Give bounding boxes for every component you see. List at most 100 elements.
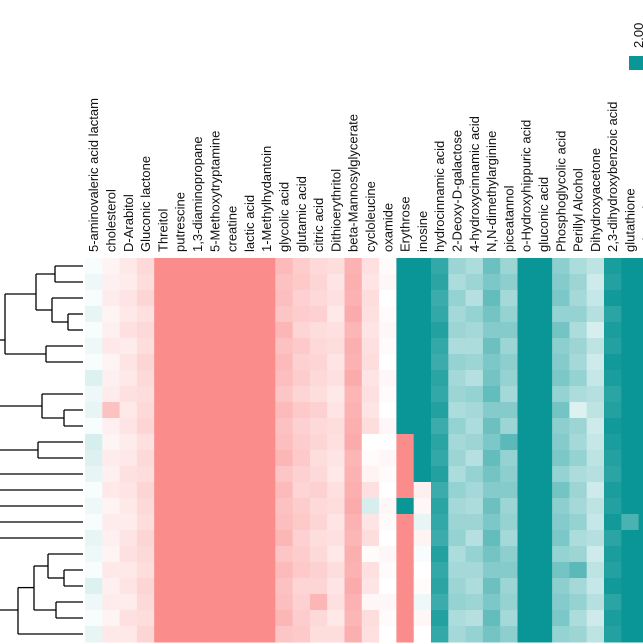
heatmap-cell [534,626,553,643]
heatmap-cell [569,594,588,611]
heatmap-cell [361,514,380,531]
heatmap-cell [569,354,588,371]
column-label: beta-Mannosylglycerate [346,114,361,252]
heatmap-cell [171,610,190,627]
heatmap-cell [240,274,259,291]
heatmap-cell [344,466,363,483]
heatmap-cell [604,578,622,595]
heatmap-cell [327,322,345,339]
heatmap-cell [482,338,501,355]
heatmap-cell [309,466,328,483]
heatmap-cell [552,418,570,435]
heatmap-cell [396,434,415,451]
heatmap-cell [569,562,588,579]
heatmap-cell [482,530,501,547]
heatmap-cell [431,418,449,435]
heatmap-cell [621,594,640,611]
heatmap-cell [569,274,588,291]
heatmap-cell [552,562,570,579]
column-label: N,N-dimethylarginine [484,131,499,252]
heatmap-cell [344,370,363,387]
heatmap-cell [621,434,640,451]
heatmap-cell [586,386,605,403]
heatmap-cell [413,434,432,451]
heatmap-cell [85,402,103,419]
heatmap-cell [361,274,380,291]
heatmap-cell [465,482,484,499]
heatmap-cell [534,594,553,611]
heatmap-cell [223,290,242,307]
heatmap-cell [102,466,121,483]
heatmap-cell [171,562,190,579]
heatmap-cell [188,306,207,323]
heatmap-cell [361,562,380,579]
heatmap-cell [448,258,467,275]
heatmap-cell [206,274,224,291]
heatmap-cell [517,498,536,515]
heatmap-cell [534,370,553,387]
heatmap-cell [275,402,294,419]
heatmap-cell [240,370,259,387]
column-label: 1,3-diaminopropane [190,136,205,252]
heatmap-cell [275,450,294,467]
heatmap-cell [206,338,224,355]
heatmap-cell [85,610,103,627]
heatmap-cell [240,482,259,499]
heatmap-cell [223,338,242,355]
heatmap-cell [517,354,536,371]
heatmap-cell [188,610,207,627]
heatmap-cell [517,562,536,579]
heatmap-cell [413,530,432,547]
heatmap-cell [102,450,121,467]
heatmap-cell [379,514,397,531]
heatmap-cell [206,578,224,595]
heatmap-cell [258,290,276,307]
heatmap-cell [413,450,432,467]
heatmap-cell [119,402,138,419]
heatmap-cell [379,530,397,547]
heatmap-cell [327,370,345,387]
heatmap-cell [413,610,432,627]
heatmap-cell [309,274,328,291]
heatmap-cell [500,450,518,467]
heatmap-cell [309,386,328,403]
heatmap-cell [275,434,294,451]
heatmap-cell [136,546,155,563]
heatmap-cell [482,434,501,451]
heatmap-cell [500,514,518,531]
heatmap-cell [361,370,380,387]
heatmap-cell [534,578,553,595]
column-label: Gluconic lactone [138,156,153,252]
heatmap-cell [448,306,467,323]
heatmap-cell [292,434,311,451]
heatmap-cell [119,562,138,579]
heatmap-cell [292,402,311,419]
heatmap-cell [604,562,622,579]
heatmap-cell [136,258,155,275]
heatmap-cell [327,466,345,483]
heatmap-cell [258,450,276,467]
heatmap-cell [136,594,155,611]
heatmap-cell [638,466,643,483]
heatmap-cell [604,626,622,643]
heatmap-cell [119,290,138,307]
column-label: citric acid [311,198,326,252]
heatmap-cell [102,354,121,371]
heatmap-cell [586,290,605,307]
heatmap-cell [482,578,501,595]
heatmap-cell [292,290,311,307]
heatmap-cell [413,546,432,563]
heatmap-cell [119,466,138,483]
heatmap-cell [500,290,518,307]
heatmap-cell [154,562,172,579]
heatmap-cell [465,274,484,291]
heatmap-cell [482,610,501,627]
heatmap-cell [136,578,155,595]
heatmap-cell [379,338,397,355]
heatmap-cell [171,514,190,531]
heatmap-cell [154,418,172,435]
heatmap-cell [206,258,224,275]
heatmap-cell [223,514,242,531]
heatmap-cell [396,530,415,547]
heatmap-cell [361,338,380,355]
